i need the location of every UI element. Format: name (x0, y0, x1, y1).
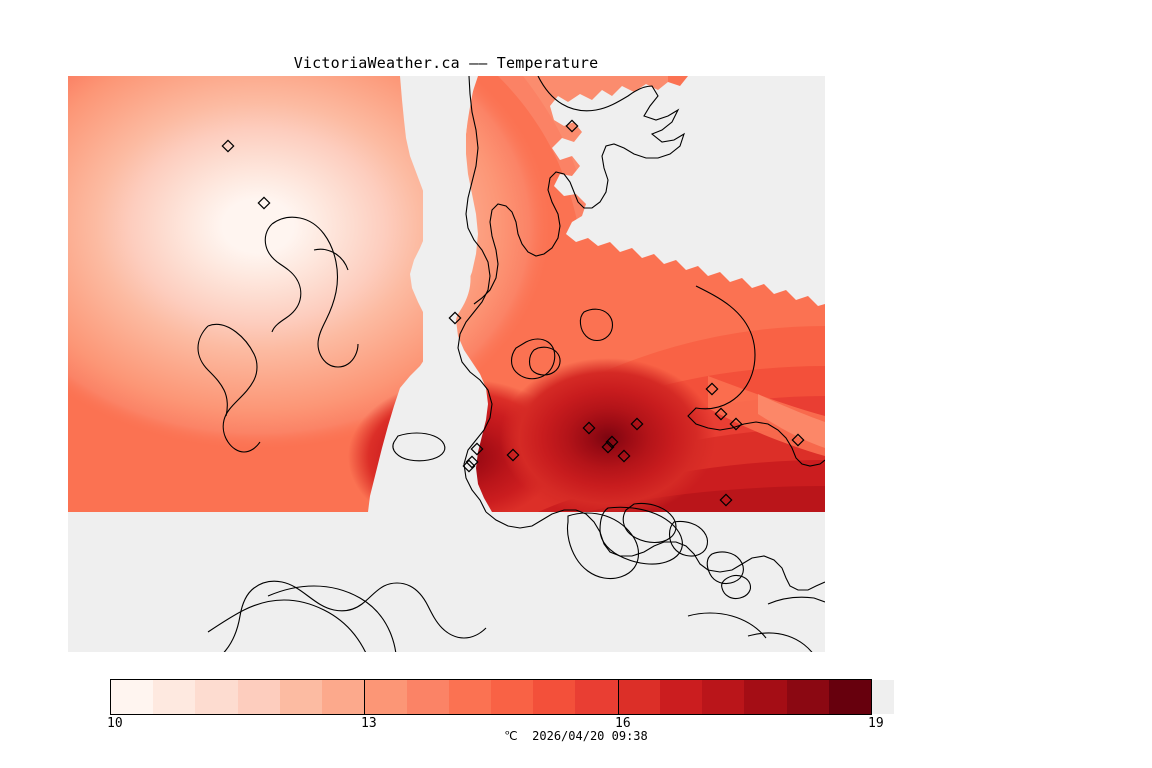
coastline-south-land-far-east-2 (747, 632, 813, 652)
page-title: VictoriaWeather.ca —— Temperature (293, 54, 599, 72)
colorbar-label-mid2: 16 (615, 716, 631, 731)
colorbar-swatch (617, 680, 660, 714)
colorbar-tail (872, 680, 894, 714)
coastline-ne-top (473, 76, 685, 305)
coastline-south-land-mid (207, 599, 366, 652)
colorbar-tick-16 (618, 679, 619, 715)
colorbar-swatch (575, 680, 618, 714)
colorbar-swatch (406, 680, 449, 714)
colorbar-tick-13 (364, 679, 365, 715)
colorbar-swatch (195, 680, 238, 714)
colorbar-swatch (322, 680, 365, 714)
colorbar-label-max: 19 (868, 716, 884, 731)
colorbar-label-mid1: 13 (361, 716, 377, 731)
island-east (599, 506, 683, 565)
lake-west (392, 432, 446, 462)
colorbar-swatch (786, 680, 829, 714)
coastline-nw-harbour (271, 216, 359, 368)
lake-central (510, 338, 556, 380)
colorbar-swatch (448, 680, 491, 714)
island-main (566, 512, 640, 580)
ne-grey-land (550, 76, 825, 306)
contour-band-6 (318, 486, 825, 512)
colorbar-caption: ℃ 2026/04/20 09:38 (504, 729, 648, 743)
coastline-south (485, 509, 825, 591)
colorbar[interactable] (110, 679, 872, 715)
colorbar-swatch (702, 680, 745, 714)
island-small-a (668, 520, 709, 557)
colorbar-swatches[interactable] (110, 679, 872, 715)
coastline-south-land-far-east (767, 596, 825, 605)
colorbar-swatch (828, 680, 871, 714)
temperature-contour-map (68, 76, 825, 652)
colorbar-label-min: 10 (107, 716, 123, 731)
grey-no-data-region (68, 76, 825, 652)
lake-north (579, 308, 614, 342)
colorbar-swatch (279, 680, 323, 714)
coastline-south-land-spit (687, 612, 767, 639)
warm-maximum-island (500, 358, 716, 512)
coastlines (197, 76, 825, 652)
colorbar-swatch (533, 680, 576, 714)
grey-land-areas (68, 76, 825, 652)
coastline-land (550, 76, 825, 306)
colorbar-tick-10 (110, 679, 111, 715)
southern-land (68, 512, 825, 652)
contour-tongue-east-inner (758, 394, 825, 448)
coastline-nw-island (207, 323, 261, 453)
colorbar-swatch (111, 680, 154, 714)
coastline-nw-island-west (197, 325, 228, 417)
colorbar-swatch (490, 680, 534, 714)
colorbar-swatch (153, 680, 196, 714)
colorbar-tick-19 (871, 679, 872, 715)
colorbar-swatch (364, 680, 407, 714)
island-small-b (706, 551, 744, 585)
coastline-south-land-north (223, 580, 487, 652)
colorbar-swatch (237, 680, 280, 714)
colorbar-swatch (744, 680, 787, 714)
coastline-nw-inlet-spur (313, 248, 349, 271)
lake-central-inner (528, 346, 561, 376)
map-canvas[interactable] (68, 76, 825, 652)
colorbar-swatch (659, 680, 703, 714)
coastline-south-land-inland (267, 585, 397, 652)
island-small-c (721, 574, 752, 600)
coastline-nw-harbour-west (264, 223, 302, 333)
